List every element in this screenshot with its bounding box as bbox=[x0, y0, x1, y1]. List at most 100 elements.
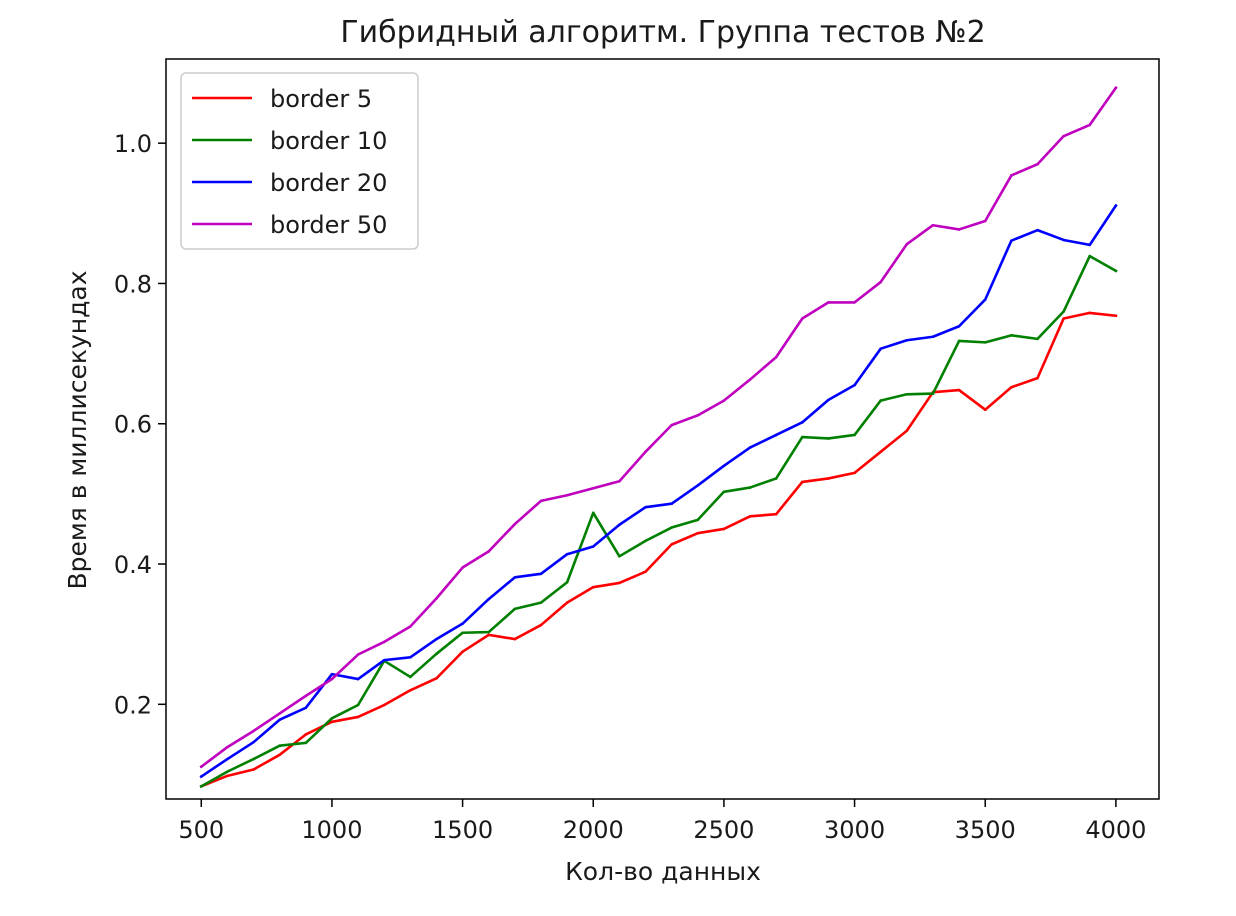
data-point bbox=[226, 770, 229, 773]
data-point bbox=[1010, 385, 1013, 389]
data-point bbox=[1088, 243, 1092, 247]
data-point bbox=[565, 552, 569, 556]
data-point bbox=[461, 566, 464, 569]
data-point bbox=[304, 706, 308, 710]
data-point bbox=[983, 219, 987, 223]
data-point bbox=[409, 656, 412, 659]
series-2 bbox=[199, 254, 1118, 789]
data-point bbox=[983, 408, 987, 412]
data-point bbox=[957, 388, 961, 392]
data-point bbox=[1088, 123, 1092, 127]
data-point bbox=[618, 479, 621, 483]
data-point bbox=[853, 433, 856, 437]
plot-area-frame bbox=[165, 58, 1160, 800]
data-point bbox=[1010, 174, 1013, 177]
data-point bbox=[774, 355, 778, 359]
data-point bbox=[1062, 317, 1065, 320]
x-tick-label: 500 bbox=[178, 816, 224, 844]
data-point bbox=[644, 570, 647, 574]
data-point bbox=[409, 675, 412, 679]
x-axis-label: Кол-во данных bbox=[565, 857, 761, 886]
x-tick-label: 2500 bbox=[693, 816, 754, 844]
data-point bbox=[801, 435, 804, 439]
data-point bbox=[1062, 310, 1065, 313]
data-point bbox=[801, 421, 804, 424]
data-point bbox=[382, 703, 386, 707]
data-point bbox=[827, 437, 830, 440]
data-point bbox=[435, 637, 438, 641]
data-point bbox=[330, 717, 334, 720]
data-point bbox=[774, 433, 778, 437]
data-point bbox=[1010, 239, 1013, 242]
data-point bbox=[226, 774, 229, 778]
data-point bbox=[565, 601, 569, 604]
data-point bbox=[774, 512, 778, 516]
data-point bbox=[722, 527, 726, 531]
data-point bbox=[382, 658, 386, 662]
series-1 bbox=[199, 311, 1118, 789]
data-point bbox=[1036, 337, 1039, 341]
data-point bbox=[644, 505, 647, 509]
data-point bbox=[382, 640, 386, 644]
data-point bbox=[1062, 134, 1065, 138]
data-point bbox=[1010, 334, 1013, 337]
data-point bbox=[722, 464, 726, 468]
data-point bbox=[748, 515, 752, 518]
x-tick-label: 1000 bbox=[301, 816, 362, 844]
data-point bbox=[304, 741, 308, 745]
legend-item: border 5 bbox=[192, 85, 372, 113]
data-point bbox=[278, 718, 281, 722]
y-axis-ticks: 0.2 0.4 0.6 0.8 1.0 bbox=[114, 130, 166, 719]
legend-box bbox=[180, 72, 419, 250]
legend-item: border 50 bbox=[192, 211, 387, 239]
data-point bbox=[252, 729, 255, 733]
data-point bbox=[330, 672, 334, 676]
data-point bbox=[618, 555, 621, 558]
data-point bbox=[487, 630, 491, 634]
y-axis-label: Время в миллисекундах bbox=[63, 270, 92, 589]
data-point bbox=[853, 383, 856, 387]
legend-label: border 50 bbox=[270, 211, 387, 239]
legend: border 5 border 10 border 20 border 50 bbox=[180, 72, 419, 250]
x-tick-label: 3000 bbox=[824, 816, 885, 844]
data-point bbox=[879, 399, 882, 402]
data-point bbox=[670, 423, 673, 427]
data-point bbox=[330, 677, 334, 681]
data-point bbox=[722, 399, 726, 402]
data-point bbox=[539, 499, 543, 503]
series-line-3 bbox=[199, 203, 1118, 779]
data-point bbox=[513, 522, 517, 526]
data-point bbox=[356, 715, 360, 719]
data-point bbox=[591, 545, 595, 548]
data-point bbox=[1114, 269, 1118, 273]
data-point bbox=[226, 757, 229, 761]
data-point bbox=[853, 301, 856, 304]
data-point bbox=[591, 486, 595, 490]
legend-item: border 10 bbox=[192, 127, 387, 155]
data-point bbox=[435, 597, 438, 600]
data-point bbox=[461, 650, 464, 653]
data-point bbox=[644, 539, 647, 543]
data-point bbox=[591, 511, 595, 515]
data-point bbox=[278, 744, 281, 747]
data-point bbox=[905, 338, 909, 342]
y-tick-label: 0.4 bbox=[114, 551, 152, 579]
data-point bbox=[748, 486, 752, 489]
data-point bbox=[774, 477, 778, 480]
data-point bbox=[879, 280, 882, 284]
data-point bbox=[670, 526, 673, 529]
data-point bbox=[931, 335, 935, 339]
data-point bbox=[1088, 254, 1092, 258]
data-point bbox=[879, 347, 882, 350]
legend-label: border 5 bbox=[270, 85, 372, 113]
x-tick-label: 4000 bbox=[1085, 816, 1146, 844]
data-point bbox=[644, 450, 647, 454]
series-4 bbox=[199, 85, 1118, 769]
data-point bbox=[905, 429, 909, 433]
data-point bbox=[827, 301, 830, 304]
data-point bbox=[1036, 228, 1039, 232]
data-point bbox=[931, 392, 935, 395]
data-point bbox=[252, 768, 255, 771]
